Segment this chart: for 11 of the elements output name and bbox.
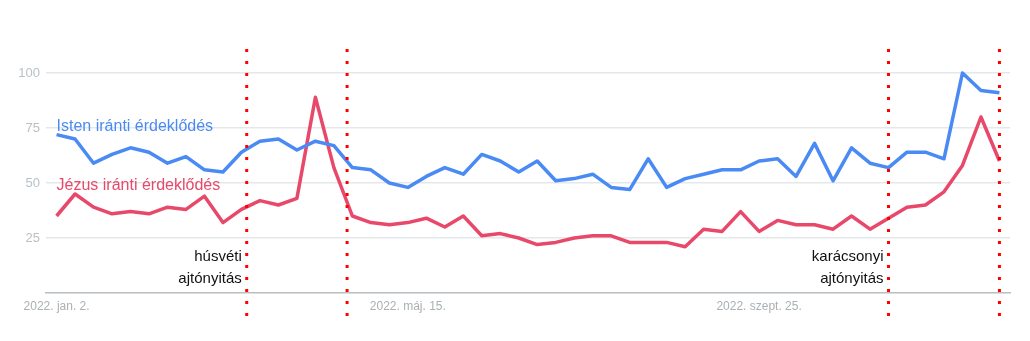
x-tick-label: 2022. jan. 2. [23,298,90,313]
y-tick-label: 75 [25,119,40,135]
ref-line-label: karácsonyi ajtónyitás [811,247,884,286]
y-tick-label: 50 [25,174,40,190]
series-label: Isten iránti érdeklődés [56,116,214,134]
x-tick-label: 2022. szept. 25. [716,298,802,313]
y-tick-label: 25 [25,229,40,245]
series-label: Jézus iránti érdeklődés [56,176,221,193]
y-tick-label: 100 [18,64,40,80]
ref-line-label: húsvéti ajtónyitás [178,247,242,286]
x-tick-label: 2022. máj. 15. [369,298,446,313]
